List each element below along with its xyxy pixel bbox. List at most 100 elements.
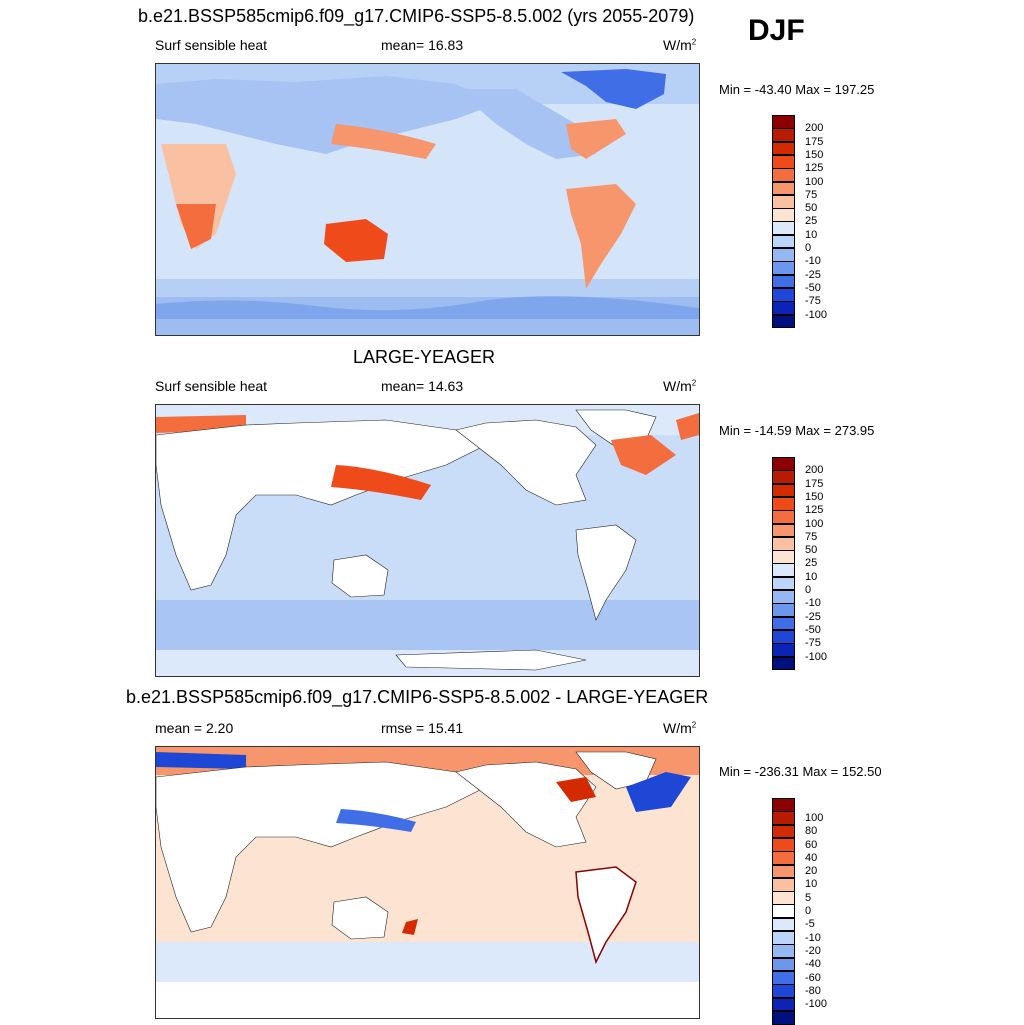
panel1-colorbar-swatch <box>772 287 795 302</box>
panel1-colorbar-tick-label: 75 <box>805 188 818 201</box>
panel2-colorbar-swatch <box>772 550 795 564</box>
panel3-colorbar-swatch <box>772 984 795 998</box>
panel2-colorbar-tick-label: 0 <box>805 584 812 596</box>
panel2-colorbar-tick-label: 150 <box>805 490 824 503</box>
panel1-colorbar-swatch <box>772 194 795 209</box>
panel2-colorbar-tick-label: 10 <box>805 570 818 583</box>
panel2-colorbar-swatch <box>772 656 795 671</box>
panel1-colorbar-tick-label: 0 <box>805 242 812 254</box>
panel2-map <box>155 404 700 677</box>
panel2-title: LARGE-YEAGER <box>353 347 496 367</box>
panel3-colorbar-tick-label: -100 <box>805 998 828 1011</box>
panel1-colorbar-tick-label: 175 <box>805 135 824 148</box>
panel1-colorbar-swatch <box>772 208 795 222</box>
panel3-colorbar-swatch <box>772 837 795 852</box>
panel3-colorbar-tick-label: -10 <box>805 931 821 944</box>
panel1-colorbar-tick-label: 150 <box>805 148 824 161</box>
panel3-colorbar-swatch <box>772 997 795 1012</box>
panel2-colorbar-swatch <box>772 483 795 498</box>
panel1-colorbar-swatch <box>772 115 795 129</box>
panel3-colorbar-tick-label: 0 <box>805 905 812 918</box>
panel3-colorbar-tick-label: -20 <box>805 944 821 957</box>
panel1-colorbar-swatch <box>772 181 795 196</box>
panel2-colorbar-tick-label: -100 <box>805 650 828 663</box>
panel3-colorbar-swatch <box>772 970 795 985</box>
panel1-colorbar-swatch <box>772 168 795 182</box>
panel2-colorbar-swatch <box>772 457 795 471</box>
panel2-mean-label: mean= 14.63 <box>381 378 464 394</box>
panel2-colorbar-swatch <box>772 470 795 485</box>
panel3-minmax: Min = -236.31 Max = 152.50 <box>719 764 882 779</box>
panel1-colorbar-tick-label: -25 <box>805 268 821 281</box>
panel3-colorbar-swatch <box>772 957 795 972</box>
panel2-colorbar-tick-label: 75 <box>805 530 818 543</box>
panel3-colorbar-swatch <box>772 877 795 892</box>
panel2-minmax: Min = -14.59 Max = 273.95 <box>719 423 875 438</box>
panel1-map <box>155 63 700 336</box>
panel3-colorbar-tick-label: 80 <box>805 825 818 838</box>
panel3-rmse-label: rmse = 15.41 <box>381 720 464 736</box>
panel3-mean-label: mean = 2.20 <box>155 720 234 736</box>
panel2-colorbar-swatch <box>772 496 795 511</box>
panel1-minmax: Min = -43.40 Max = 197.25 <box>719 82 875 97</box>
panel2-colorbar-tick-label: -75 <box>805 637 821 650</box>
panel1-colorbar-swatch <box>772 128 795 143</box>
panel2-colorbar-swatch <box>772 536 795 551</box>
panel3-colorbar-swatch <box>772 811 795 826</box>
panel1-colorbar-tick-label: 200 <box>805 122 824 135</box>
panel1-colorbar-tick-label: -100 <box>805 308 828 321</box>
panel2-colorbar-tick-label: 25 <box>805 557 818 570</box>
panel3-colorbar-tick-label: -60 <box>805 971 821 984</box>
panel2-variable-label: Surf sensible heat <box>155 378 268 394</box>
season-label: DJF <box>748 14 805 47</box>
panel1-colorbar-tick-label: 100 <box>805 175 824 188</box>
panel1-colorbar-swatch <box>772 141 795 156</box>
panel2-colorbar-tick-label: 175 <box>805 477 824 490</box>
panel2-units: W/m2 <box>663 378 697 394</box>
panel3-colorbar-tick-label: 5 <box>805 891 812 904</box>
panel1-colorbar-tick-label: 50 <box>805 202 818 215</box>
panel2-colorbar-tick-label: 100 <box>805 517 824 530</box>
panel2-colorbar-tick-label: 125 <box>805 504 824 517</box>
panel1-colorbar-tick-label: -75 <box>805 295 821 308</box>
panel1-units: W/m2 <box>663 37 697 53</box>
panel1-colorbar-swatch <box>772 301 795 315</box>
panel1-colorbar-swatch <box>772 154 795 169</box>
panel1-colorbar-swatch <box>772 221 795 236</box>
panel3-colorbar-tick-label: 60 <box>805 838 818 851</box>
panel3-colorbar-tick-label: 40 <box>805 851 818 864</box>
panel3-colorbar-swatch <box>772 944 795 959</box>
panel3-title: b.e21.BSSP585cmip6.f09_g17.CMIP6-SSP5-8.… <box>126 687 709 707</box>
panel1-title: b.e21.BSSP585cmip6.f09_g17.CMIP6-SSP5-8.… <box>138 6 695 26</box>
panel1-colorbar-swatch <box>772 261 795 276</box>
panel2-colorbar-tick-label: -50 <box>805 623 821 636</box>
panel2-colorbar-swatch <box>772 563 795 578</box>
panel3-colorbar-swatch <box>772 931 795 945</box>
panel1-variable-label: Surf sensible heat <box>155 37 268 53</box>
panel1-mean-label: mean= 16.83 <box>381 37 464 53</box>
panel3-units: W/m2 <box>663 720 697 736</box>
panel2-colorbar-tick-label: -25 <box>805 610 821 623</box>
panel3-map <box>155 746 700 1019</box>
panel3-colorbar-tick-label: 20 <box>805 865 818 878</box>
panel3-colorbar-swatch <box>772 851 795 865</box>
panel1-colorbar-tick-label: 25 <box>805 215 818 228</box>
panel3-colorbar-tick-label: -80 <box>805 984 821 997</box>
panel2-colorbar-swatch <box>772 590 795 604</box>
panel1-colorbar-tick-label: 10 <box>805 228 818 241</box>
panel3-colorbar-tick-label: 10 <box>805 878 818 891</box>
panel3-colorbar-swatch <box>772 1010 795 1025</box>
panel2-colorbar-swatch <box>772 603 795 618</box>
panel3-colorbar-tick-label: -40 <box>805 958 821 971</box>
panel2-colorbar-swatch <box>772 629 795 644</box>
panel1-colorbar-swatch <box>772 248 795 262</box>
panel1-colorbar-swatch <box>772 314 795 329</box>
panel3-colorbar-swatch <box>772 864 795 879</box>
panel2-colorbar-tick-label: -10 <box>805 597 821 610</box>
panel1-colorbar-tick-label: -10 <box>805 255 821 268</box>
panel3-colorbar-swatch <box>772 891 795 905</box>
panel1-colorbar-swatch <box>772 274 795 289</box>
panel2-colorbar-swatch <box>772 616 795 631</box>
panel2-colorbar-swatch <box>772 510 795 524</box>
panel1-colorbar-swatch <box>772 234 795 249</box>
